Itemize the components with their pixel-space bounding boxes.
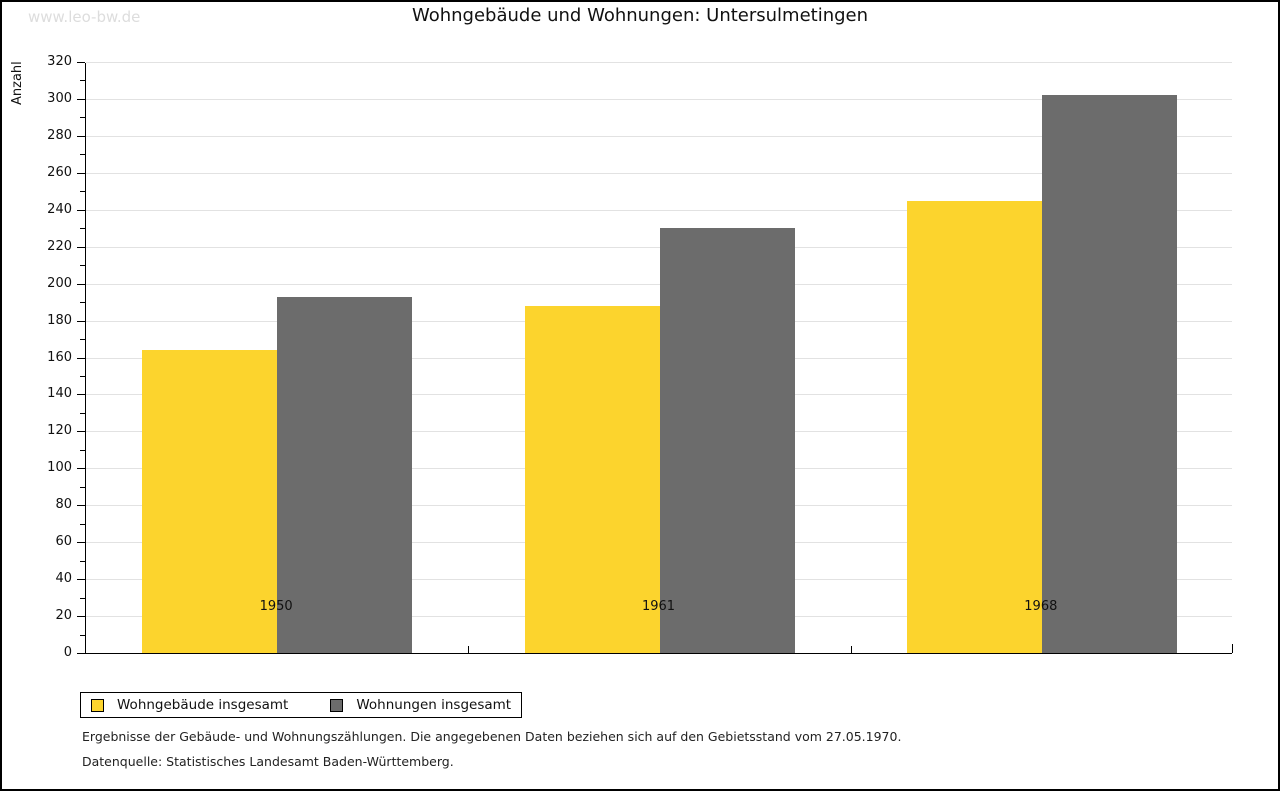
y-tick-label: 300 — [47, 90, 72, 106]
y-tick — [77, 62, 85, 63]
watermark: www.leo-bw.de — [28, 8, 141, 26]
x-axis-label: 1950 — [259, 599, 293, 614]
bar-wohngebaeude-1950 — [142, 350, 278, 653]
y-tick-minor — [80, 375, 85, 377]
gridline — [86, 98, 1232, 100]
legend: Wohngebäude insgesamt Wohnungen insgesam… — [80, 692, 523, 718]
y-tick — [77, 394, 85, 396]
footnote-source-note: Ergebnisse der Gebäude- und Wohnungszähl… — [82, 729, 902, 744]
y-tick-minor — [80, 523, 85, 525]
legend-label: Wohngebäude insgesamt — [117, 697, 289, 713]
gridline — [86, 246, 1232, 248]
legend-swatch-yellow — [91, 698, 104, 712]
footnote-data-source: Datenquelle: Statistisches Landesamt Bad… — [82, 754, 454, 769]
y-tick-minor — [80, 191, 85, 193]
y-tick-label: 220 — [47, 238, 72, 254]
y-tick-minor — [80, 228, 85, 230]
bar-wohnungen-1968 — [1041, 95, 1177, 653]
y-tick-minor — [80, 154, 85, 156]
x-axis-tick — [850, 646, 852, 653]
y-tick-label: 260 — [47, 164, 72, 180]
bar-wohnungen-1961 — [659, 228, 795, 653]
y-tick-minor — [80, 634, 85, 636]
legend-item: Wohngebäude insgesamt — [91, 697, 288, 713]
x-axis-label: 1968 — [1024, 599, 1058, 614]
y-tick-label: 100 — [47, 460, 72, 476]
x-axis-label: 1961 — [641, 599, 676, 614]
y-tick-label: 320 — [47, 54, 72, 69]
y-tick-minor — [80, 339, 85, 341]
gridline — [86, 283, 1232, 285]
y-tick-label: 60 — [55, 534, 72, 550]
y-tick-minor — [80, 486, 85, 488]
y-tick — [77, 246, 85, 248]
plot-area: 0 20 40 60 80 100 120 140 160 180 200 220 240 260 280 3… — [47, 55, 1233, 660]
y-tick — [77, 579, 85, 581]
y-tick-minor — [80, 80, 85, 82]
y-tick-label: 140 — [47, 386, 72, 402]
y-tick-label: 40 — [55, 571, 72, 587]
y-tick — [77, 542, 85, 544]
legend-label: Wohnungen insgesamt — [356, 697, 512, 713]
y-tick — [77, 505, 85, 507]
legend-swatch-gray — [330, 698, 344, 712]
y-tick-label: 200 — [47, 275, 72, 291]
x-axis-endcap — [1232, 644, 1233, 653]
y-tick-label: 280 — [47, 127, 72, 143]
bar-wohngebaeude-1961 — [524, 305, 660, 653]
y-tick-label: 240 — [47, 201, 72, 217]
y-tick-label: 20 — [55, 608, 72, 624]
y-axis-title: Anzahl — [10, 61, 25, 105]
y-tick-label: 180 — [47, 312, 72, 328]
y-tick-minor — [80, 412, 85, 414]
y-tick — [77, 283, 85, 285]
y-tick — [77, 357, 85, 359]
y-tick-label: 0 — [63, 645, 72, 660]
y-tick-label: 80 — [55, 497, 72, 513]
y-tick — [77, 468, 85, 470]
y-tick — [77, 98, 85, 100]
bar-wohngebaeude-1968 — [906, 200, 1042, 653]
y-tick-minor — [80, 265, 85, 267]
gridline — [86, 62, 1232, 63]
y-tick — [77, 653, 85, 654]
y-tick — [77, 616, 85, 618]
y-tick-minor — [80, 449, 85, 451]
y-tick — [77, 431, 85, 433]
y-tick — [77, 172, 85, 174]
gridline — [86, 172, 1232, 174]
y-tick-minor — [80, 597, 85, 599]
gridline — [86, 135, 1232, 137]
y-tick-label: 120 — [47, 423, 72, 439]
chart-title: Wohngebäude und Wohnungen: Untersulmetin… — [411, 5, 869, 26]
bar-wohnungen-1950 — [277, 296, 413, 653]
y-tick-minor — [80, 560, 85, 562]
x-axis-tick — [468, 646, 470, 653]
y-tick — [77, 135, 85, 137]
y-tick — [77, 320, 85, 322]
y-tick-label: 160 — [47, 349, 72, 365]
y-tick-minor — [80, 117, 85, 119]
y-tick — [77, 209, 85, 211]
y-tick-minor — [80, 302, 85, 304]
gridline — [86, 209, 1232, 211]
legend-item: Wohnungen insgesamt — [330, 697, 511, 713]
